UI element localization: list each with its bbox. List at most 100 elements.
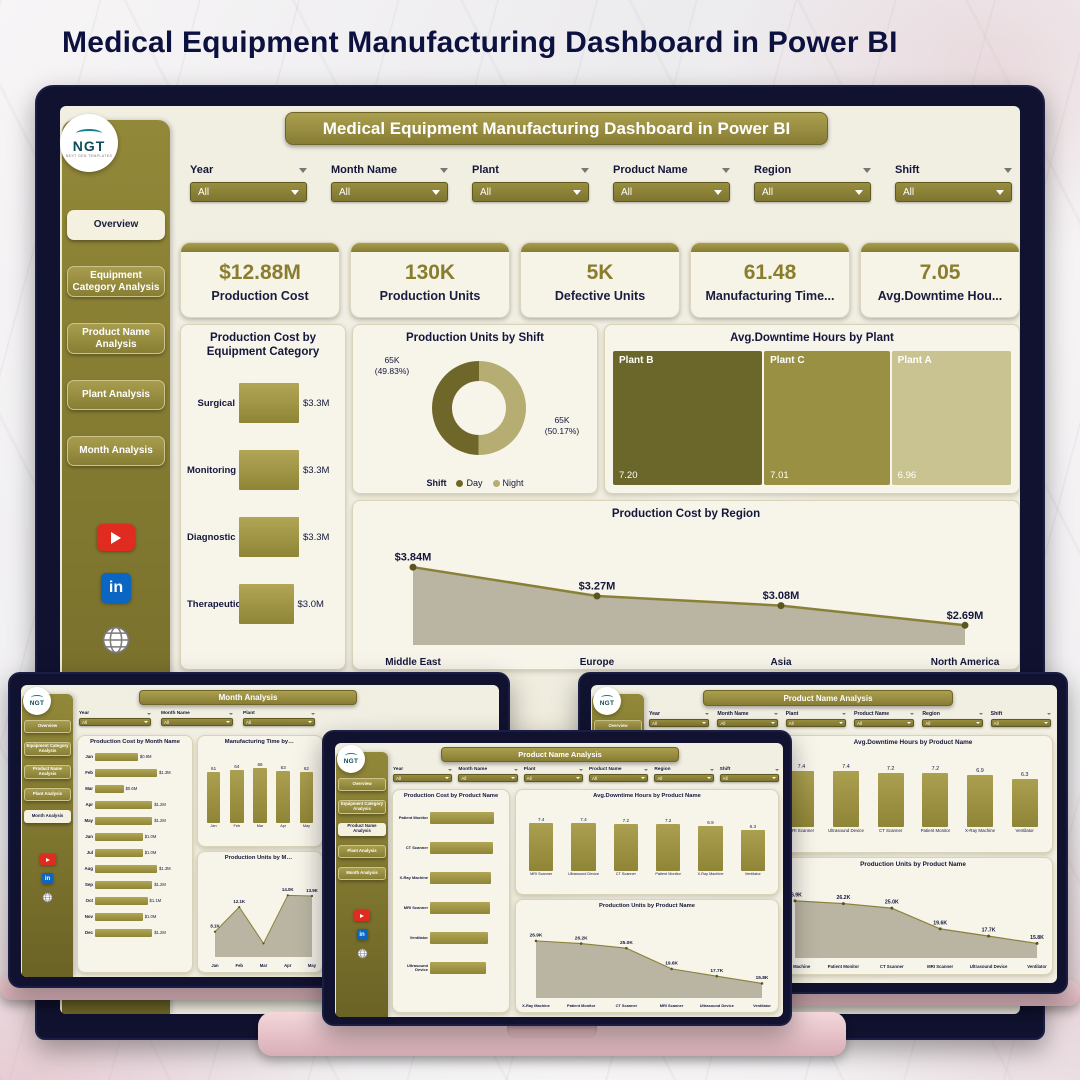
column-ultrasound-device[interactable]: 7.4 Ultrasound Device — [562, 801, 604, 881]
data-point-ultrasound-device[interactable] — [715, 974, 719, 978]
column-ventilator[interactable]: 6.3 Ventilator — [1002, 748, 1047, 838]
column-patient-monitor[interactable]: 7.2 Patient Monitor — [913, 748, 958, 838]
filter-dropdown-year[interactable]: All — [190, 182, 307, 202]
column-mar[interactable]: 66 Mar — [248, 747, 271, 833]
data-point-mri-scanner[interactable] — [670, 967, 673, 971]
youtube-icon[interactable] — [97, 524, 135, 551]
nav-product-name-analysis[interactable]: Product Name Analysis — [67, 323, 165, 354]
data-point-asia[interactable] — [777, 602, 785, 610]
filter-dropdown-plant[interactable]: All — [472, 182, 589, 202]
youtube-icon[interactable] — [39, 854, 56, 865]
nav-equipment-category-analysis[interactable]: Equipment Category Analysis — [24, 742, 71, 756]
filter-dropdown-plant[interactable]: All — [523, 774, 583, 782]
filter-dropdown-year[interactable]: All — [79, 718, 151, 726]
data-point-apr[interactable] — [286, 894, 289, 897]
column-patient-monitor[interactable]: 7.2 Patient Monitor — [647, 801, 689, 881]
bar[interactable] — [239, 517, 299, 558]
column-ct-scanner[interactable]: 7.2 CT Scanner — [605, 801, 647, 881]
bar[interactable] — [95, 864, 157, 873]
bar[interactable] — [95, 848, 143, 857]
data-point-ultrasound-device[interactable] — [987, 934, 991, 938]
filter-dropdown-plant[interactable]: All — [243, 718, 315, 726]
column-apr[interactable]: 63 Apr — [272, 747, 295, 833]
bar[interactable] — [430, 901, 490, 914]
data-point-patient-monitor[interactable] — [841, 902, 845, 906]
bar[interactable] — [95, 880, 153, 889]
bar[interactable] — [95, 816, 153, 825]
units-area-chart[interactable]: 8.1K Jan 12.1K Feb Mar 14.0K Apr 13.9K May — [201, 869, 321, 969]
treemap-block-plant-b[interactable]: Plant B 7.20 — [613, 351, 763, 485]
column-x-ray-machine[interactable]: 6.9 X-Ray Machine — [689, 801, 731, 881]
bar[interactable] — [95, 768, 157, 777]
bar[interactable] — [95, 832, 143, 841]
column-mri-scanner[interactable]: 7.4 MRI Scanner — [779, 748, 824, 838]
bar[interactable] — [239, 383, 299, 424]
treemap-block-plant-a[interactable]: Plant A 6.96 — [891, 351, 1011, 485]
data-point-may[interactable] — [310, 894, 314, 898]
filter-dropdown-month-name[interactable]: All — [717, 719, 778, 727]
column-may[interactable]: 62 May — [295, 747, 318, 833]
nav-equipment-category-analysis[interactable]: Equipment Category Analysis — [338, 800, 386, 814]
region-area-chart[interactable]: $3.84M Middle East $3.27M Europe $3.08M Asia $… — [359, 525, 1015, 667]
youtube-icon[interactable] — [354, 910, 370, 921]
column-ct-scanner[interactable]: 7.2 CT Scanner — [868, 748, 913, 838]
filter-dropdown-product-name[interactable]: All — [613, 182, 730, 202]
filter-dropdown-shift[interactable]: All — [719, 774, 779, 782]
bar[interactable] — [430, 961, 486, 974]
data-point-ventilator[interactable] — [760, 982, 764, 985]
linkedin-icon[interactable]: in — [356, 929, 368, 940]
column-ventilator[interactable]: 6.3 Ventilator — [732, 801, 774, 881]
bar[interactable] — [430, 931, 489, 944]
website-globe-icon[interactable] — [357, 948, 368, 959]
website-globe-icon[interactable] — [101, 625, 131, 655]
column-feb[interactable]: 64 Feb — [225, 747, 248, 833]
linkedin-icon[interactable]: in — [42, 873, 53, 884]
filter-dropdown-month-name[interactable]: All — [161, 718, 233, 726]
data-point-europe[interactable] — [593, 592, 601, 600]
linkedin-icon[interactable]: in — [101, 573, 131, 603]
data-point-mar[interactable] — [262, 942, 265, 945]
nav-plant-analysis[interactable]: Plant Analysis — [67, 380, 165, 410]
bar[interactable] — [430, 811, 494, 824]
data-point-ventilator[interactable] — [1035, 941, 1039, 945]
data-point-feb[interactable] — [238, 905, 241, 909]
nav-month-analysis[interactable]: Month Analysis — [338, 866, 386, 880]
shift-donut-chart[interactable] — [432, 361, 526, 455]
column-x-ray-machine[interactable]: 6.9 X-Ray Machine — [958, 748, 1003, 838]
nav-plant-analysis[interactable]: Plant Analysis — [24, 787, 71, 801]
filter-dropdown-year[interactable]: All — [393, 774, 453, 782]
nav-overview[interactable]: Overview — [67, 210, 165, 240]
data-point-ct-scanner[interactable] — [625, 946, 628, 950]
filter-dropdown-month-name[interactable]: All — [331, 182, 448, 202]
data-point-jan[interactable] — [213, 930, 217, 933]
bar[interactable] — [239, 450, 299, 491]
data-point-patient-monitor[interactable] — [579, 942, 583, 945]
bar[interactable] — [95, 896, 148, 905]
filter-dropdown-region[interactable]: All — [654, 774, 714, 782]
bar[interactable] — [430, 841, 493, 854]
data-point-ct-scanner[interactable] — [890, 906, 894, 910]
filter-dropdown-product-name[interactable]: All — [853, 719, 915, 727]
data-point-x-ray-machine[interactable] — [534, 939, 538, 943]
bar[interactable] — [95, 784, 124, 793]
filter-dropdown-year[interactable]: All — [649, 719, 710, 727]
nav-overview[interactable]: Overview — [24, 720, 71, 733]
filter-dropdown-region[interactable]: All — [754, 182, 871, 202]
bar[interactable] — [95, 928, 153, 937]
column-mri-scanner[interactable]: 7.4 MRI Scanner — [520, 801, 562, 881]
bar[interactable] — [95, 912, 143, 921]
bar[interactable] — [95, 800, 153, 809]
nav-product-name-analysis[interactable]: Product Name Analysis — [338, 822, 386, 836]
column-jan[interactable]: 61 Jan — [202, 747, 225, 833]
data-point-north-america[interactable] — [961, 621, 969, 629]
website-globe-icon[interactable] — [42, 892, 53, 903]
filter-dropdown-region[interactable]: All — [922, 719, 983, 727]
data-point-x-ray-machine[interactable] — [793, 899, 797, 903]
units-area-chart[interactable]: 26.9K X-Ray Machine 26.2K Patient Monitor 25… — [519, 917, 775, 1009]
nav-month-analysis[interactable]: Month Analysis — [24, 809, 71, 823]
treemap-block-plant-c[interactable]: Plant C 7.01 — [764, 351, 890, 485]
nav-equipment-category-analysis[interactable]: Equipment Category Analysis — [67, 266, 165, 297]
filter-dropdown-plant[interactable]: All — [785, 719, 846, 727]
nav-plant-analysis[interactable]: Plant Analysis — [338, 844, 386, 858]
units-area-chart[interactable]: 26.9K X-Ray Machine 26.2K Patient Monitor 25… — [776, 876, 1052, 970]
